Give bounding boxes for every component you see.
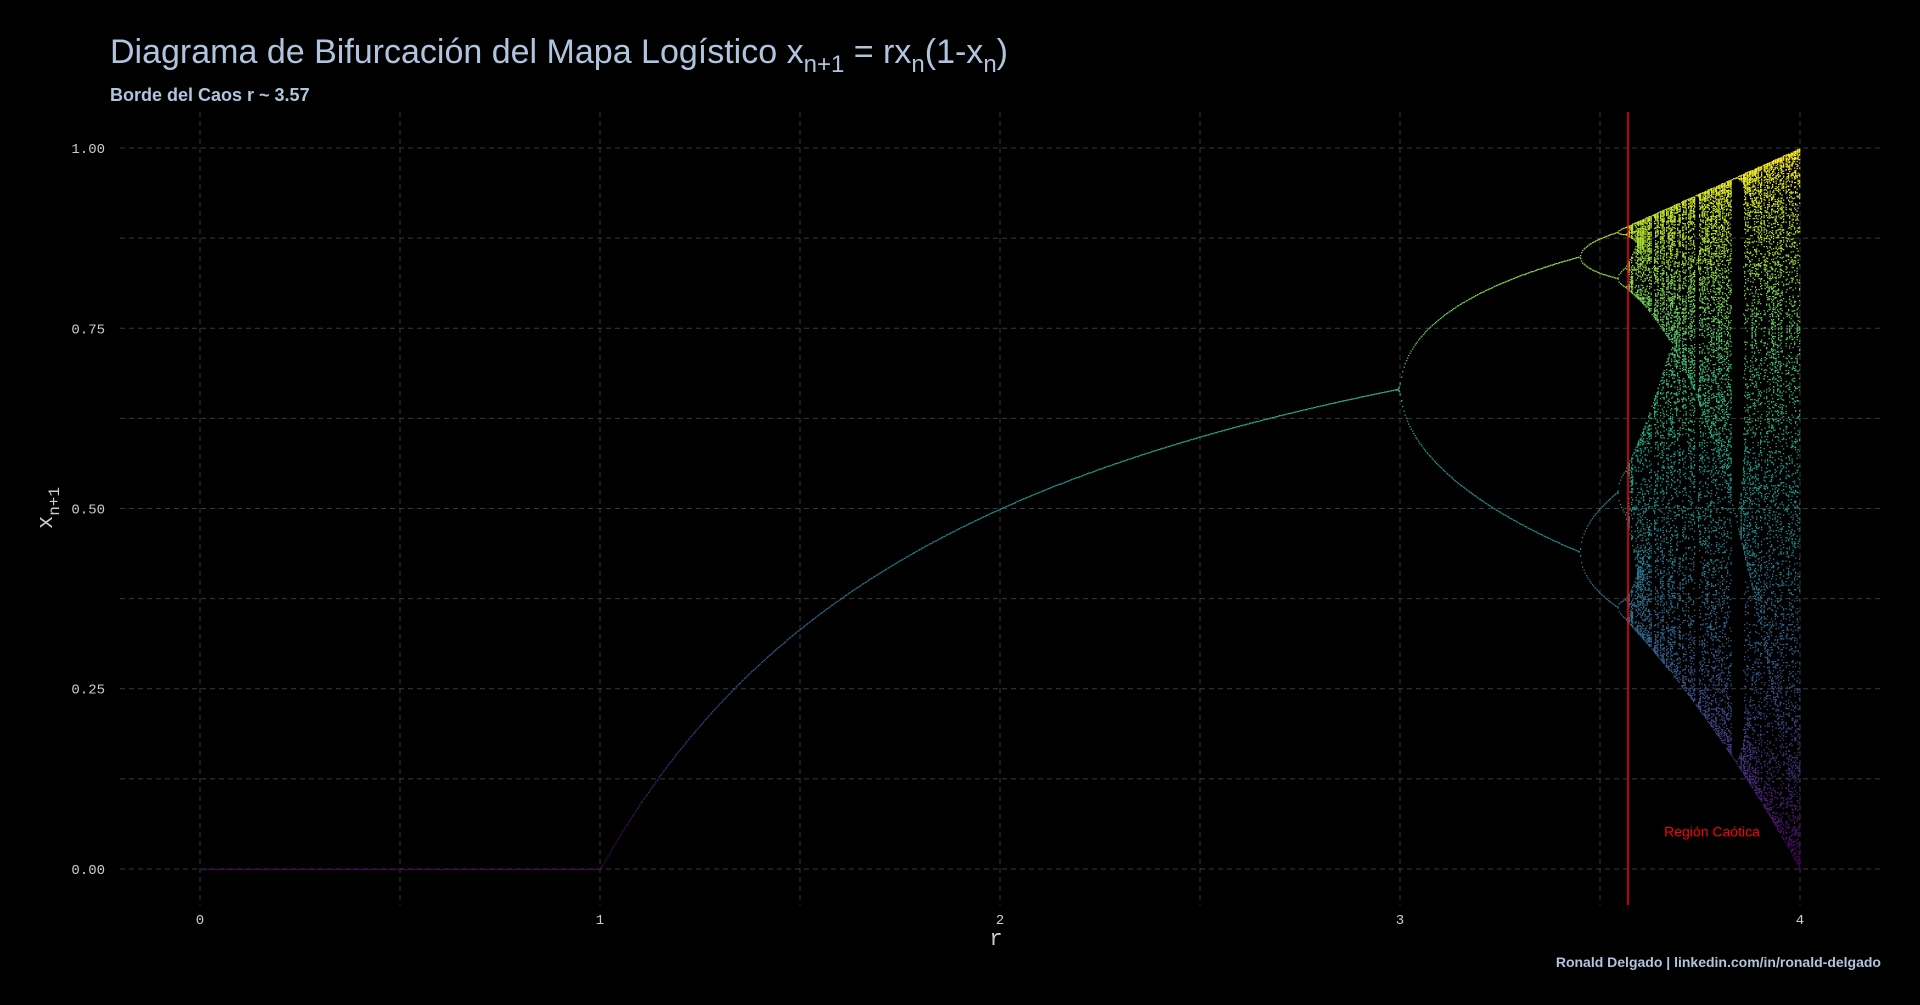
y-tick-label: 0.00 [71,863,105,879]
bifurcation-points [1634,208,1799,225]
title-text: Diagrama de Bifurcación del Mapa Logísti… [110,33,787,71]
bifurcation-points [969,508,1801,525]
x-tick-label: 2 [996,913,1004,929]
title-formula-part-3: n [911,51,924,78]
bifurcation-points [1470,283,1801,300]
x-tick-label: 3 [1396,913,1404,929]
bifurcation-points [912,538,1801,555]
bifurcation-points [1767,148,1801,165]
title-formula-part-6: ) [997,33,1008,71]
y-axis-label: xn+1 [34,487,64,529]
title-formula-part-0: x [787,33,804,71]
y-axis-label-sub: n+1 [46,487,64,516]
x-tick-label: 4 [1796,913,1804,929]
bifurcation-points [863,568,1801,585]
chaos-region-label: Región Caótica [1664,824,1760,840]
bifurcation-points [1500,268,1801,285]
y-axis-ticks: 0.00 0.25 0.50 0.75 1.00 [71,142,105,879]
chart-caption: Ronald Delgado | linkedin.com/in/ronald-… [1556,954,1881,970]
bifurcation-points [1267,403,1801,420]
title-formula-part-5: n [983,51,996,78]
bifurcation-points [1036,478,1801,495]
bifurcation-points [1115,448,1801,465]
bifurcation-points [1415,328,1801,345]
annotations: Región Caótica [1664,824,1760,840]
chart-title: Diagrama de Bifurcación del Mapa Logísti… [110,33,1008,78]
x-axis-ticks: 0 1 2 3 4 [196,913,1804,929]
bifurcation-points [1402,358,1801,375]
data-points [200,148,1802,871]
x-tick-label: 0 [196,913,204,929]
y-tick-label: 0.50 [71,503,105,519]
bifurcation-points [1600,223,1801,240]
title-formula-part-4: (1-x [925,33,984,71]
chart-subtitle: Borde del Caos r ~ 3.57 [110,85,310,105]
x-axis-label: r [989,927,1002,952]
y-tick-label: 1.00 [71,142,105,158]
bifurcation-points [1397,373,1801,390]
y-tick-label: 0.25 [71,683,105,699]
y-tick-label: 0.75 [71,322,105,338]
bifurcation-points [1581,238,1801,255]
bifurcation-points [1734,163,1801,180]
y-axis-label-base: x [34,516,59,529]
bifurcation-points [1446,298,1801,315]
bifurcation-points [1700,178,1801,195]
bifurcation-points [1330,388,1801,405]
title-formula-part-2: = rx [844,33,911,71]
bifurcation-points [1073,463,1801,480]
bifurcation-points [1667,193,1801,210]
title-formula-part-1: n+1 [804,51,845,78]
bifurcation-points [1000,493,1801,510]
x-tick-label: 1 [596,913,604,929]
bifurcation-points [1429,313,1801,330]
